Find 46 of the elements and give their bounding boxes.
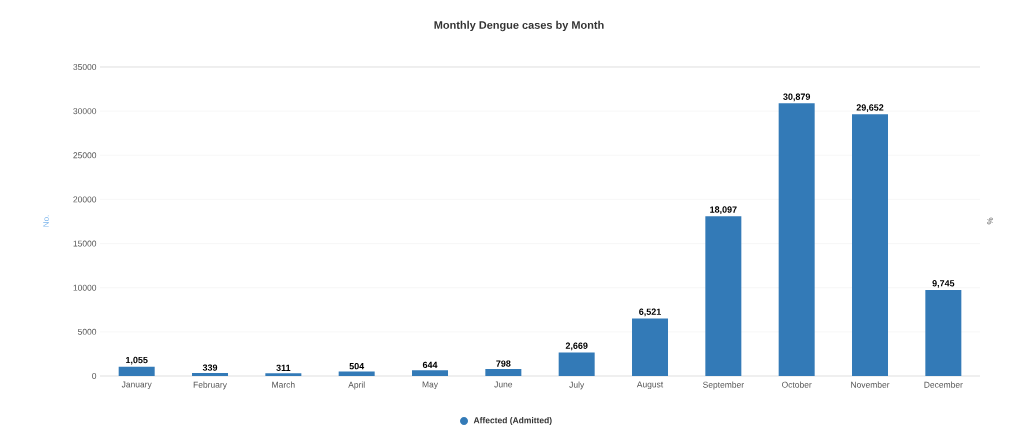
x-tick-label: December (924, 381, 963, 388)
x-tick-label: February (193, 381, 227, 390)
x-tick-label: November (851, 381, 890, 388)
data-label: 2,669 (565, 342, 588, 351)
data-label: 29,652 (856, 104, 884, 112)
data-label: 30,879 (783, 93, 811, 102)
data-label: 1,055 (126, 356, 148, 365)
x-tick-label: April (348, 381, 365, 390)
chart-title: Monthly Dengue cases by Month (434, 20, 604, 31)
y-tick-label: 30000 (73, 108, 97, 114)
y-tick-label: 35000 (73, 63, 97, 70)
data-label: 798 (496, 360, 511, 367)
bar (485, 368, 522, 376)
x-tick-label: July (569, 381, 585, 390)
y-tick-label: 20000 (73, 196, 97, 203)
x-tick-label: January (121, 381, 152, 389)
data-label: 504 (349, 362, 365, 370)
y-tick-label: 15000 (73, 240, 97, 247)
data-label: 18,097 (710, 206, 737, 214)
data-label: 311 (276, 364, 291, 371)
data-label: 6,521 (639, 308, 661, 317)
y-tick-label: 0 (92, 372, 97, 379)
bar (852, 114, 888, 376)
bar (412, 370, 449, 376)
bar (925, 289, 962, 376)
y-tick-label: 10000 (73, 284, 97, 291)
bar (778, 103, 815, 376)
bar (338, 371, 375, 376)
x-tick-label: October (782, 381, 812, 388)
data-label: 644 (422, 361, 438, 368)
y-tick-label: 25000 (73, 152, 97, 159)
data-label: 339 (202, 364, 218, 371)
x-tick-label: September (703, 381, 744, 390)
bar (265, 373, 302, 376)
bar (632, 318, 669, 376)
bar (118, 366, 155, 376)
x-tick-label: May (422, 381, 438, 389)
data-label: 9,745 (932, 279, 955, 288)
bar (558, 352, 595, 376)
y-tick-label: 5000 (78, 328, 97, 335)
bar (705, 216, 742, 376)
legend-label: Affected (Admitted) (473, 416, 552, 425)
x-tick-label: March (272, 381, 295, 388)
x-tick-label: June (494, 381, 513, 388)
bar (192, 372, 229, 376)
x-tick-label: August (636, 381, 664, 389)
